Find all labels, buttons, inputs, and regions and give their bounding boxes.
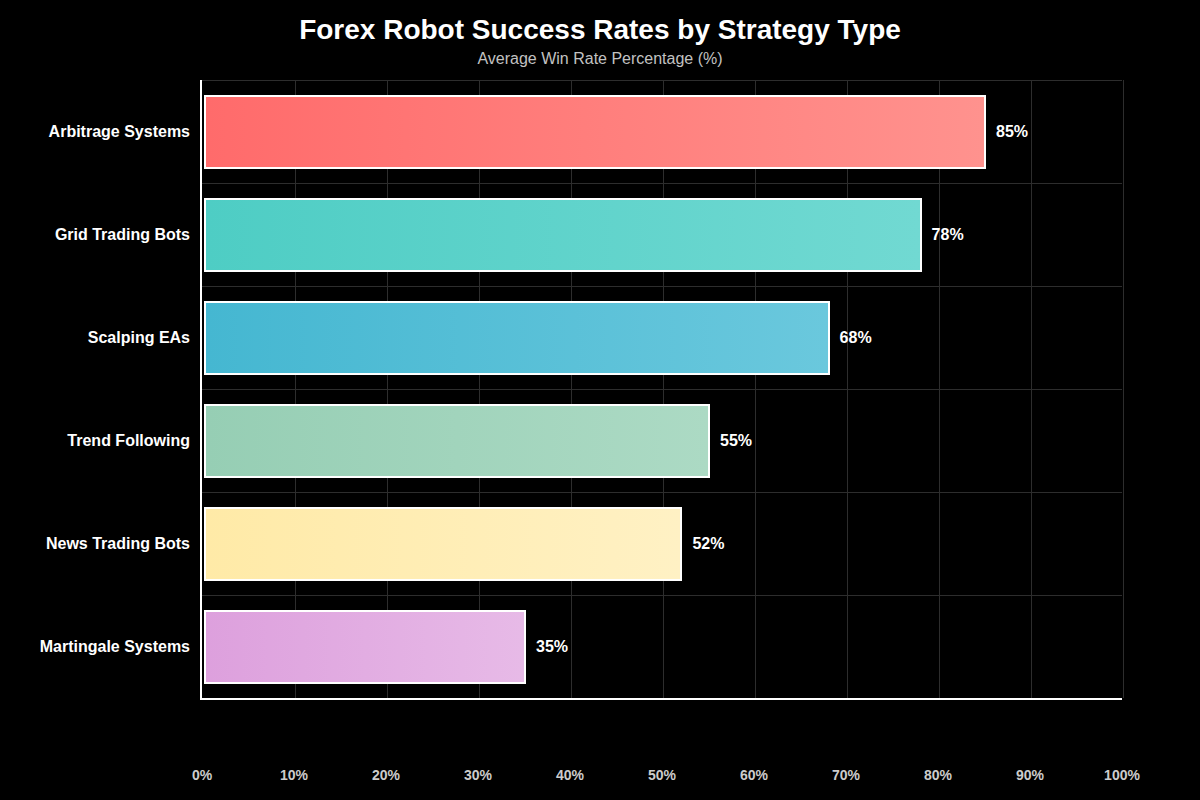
category-label: Martingale Systems bbox=[0, 595, 190, 698]
plot-area bbox=[200, 80, 1122, 700]
bar-arbitrage-systems bbox=[204, 95, 986, 169]
gridline-horizontal bbox=[202, 595, 1122, 596]
gridline-horizontal bbox=[202, 286, 1122, 287]
value-label: 68% bbox=[840, 286, 872, 389]
value-label: 35% bbox=[536, 595, 568, 698]
x-tick-label: 90% bbox=[990, 767, 1070, 783]
chart-title: Forex Robot Success Rates by Strategy Ty… bbox=[0, 14, 1200, 46]
x-tick-label: 10% bbox=[254, 767, 334, 783]
x-tick-label: 60% bbox=[714, 767, 794, 783]
bar-news-trading-bots bbox=[204, 507, 682, 581]
gridline-vertical bbox=[1123, 80, 1124, 698]
value-label: 85% bbox=[996, 80, 1028, 183]
gridline-horizontal bbox=[202, 80, 1122, 81]
x-tick-label: 0% bbox=[162, 767, 242, 783]
bar-scalping-eas bbox=[204, 301, 830, 375]
gridline-horizontal bbox=[202, 183, 1122, 184]
bar-trend-following bbox=[204, 404, 710, 478]
chart-subtitle: Average Win Rate Percentage (%) bbox=[0, 50, 1200, 68]
gridline-horizontal bbox=[202, 389, 1122, 390]
category-label: Grid Trading Bots bbox=[0, 183, 190, 286]
category-label: Trend Following bbox=[0, 389, 190, 492]
category-label: News Trading Bots bbox=[0, 492, 190, 595]
gridline-horizontal bbox=[202, 492, 1122, 493]
bar-grid-trading-bots bbox=[204, 198, 922, 272]
x-tick-label: 100% bbox=[1082, 767, 1162, 783]
x-tick-label: 70% bbox=[806, 767, 886, 783]
value-label: 52% bbox=[692, 492, 724, 595]
category-label: Scalping EAs bbox=[0, 286, 190, 389]
x-tick-label: 20% bbox=[346, 767, 426, 783]
category-label: Arbitrage Systems bbox=[0, 80, 190, 183]
x-tick-label: 50% bbox=[622, 767, 702, 783]
x-tick-label: 40% bbox=[530, 767, 610, 783]
x-tick-label: 30% bbox=[438, 767, 518, 783]
value-label: 55% bbox=[720, 389, 752, 492]
value-label: 78% bbox=[932, 183, 964, 286]
bar-martingale-systems bbox=[204, 610, 526, 684]
x-tick-label: 80% bbox=[898, 767, 978, 783]
